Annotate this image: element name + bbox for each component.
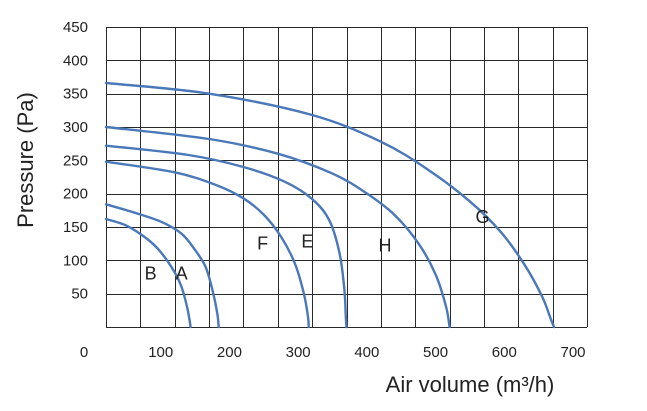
x-tick-label: 100: [148, 344, 173, 361]
curve-h: [104, 125, 451, 329]
chart-curves: [104, 81, 556, 329]
y-tick-label: 100: [63, 252, 88, 269]
y-tick-label: 50: [71, 286, 88, 303]
x-tick-label: 0: [80, 344, 88, 361]
y-tick-label: 150: [63, 219, 88, 236]
x-axis-title: Air volume (m³/h): [386, 372, 555, 397]
curve-e: [104, 144, 348, 329]
x-axis-ticks: 0 100 200 300 400 500 600 700: [80, 344, 586, 361]
curve-b: [104, 217, 192, 329]
curve-a: [104, 203, 220, 329]
y-tick-label: 400: [63, 52, 88, 69]
curve-label-h: H: [378, 236, 391, 256]
chart-grid: [106, 27, 588, 328]
x-tick-label: 400: [354, 344, 379, 361]
y-tick-label: 200: [63, 186, 88, 203]
y-tick-label: 450: [63, 19, 88, 36]
curve-label-a: A: [176, 264, 188, 284]
curve-label-g: G: [476, 207, 490, 227]
x-tick-label: 500: [423, 344, 448, 361]
x-tick-label: 200: [217, 344, 242, 361]
x-tick-label: 300: [286, 344, 311, 361]
x-tick-label: 700: [560, 344, 585, 361]
curve-label-e: E: [301, 232, 313, 252]
curve-f: [104, 160, 310, 329]
curve-g: [104, 81, 556, 329]
x-tick-label: 600: [492, 344, 517, 361]
y-tick-label: 350: [63, 86, 88, 103]
y-axis-title: Pressure (Pa): [13, 92, 38, 228]
y-tick-label: 300: [63, 119, 88, 136]
curve-label-f: F: [257, 234, 268, 254]
y-tick-label: 250: [63, 152, 88, 169]
y-axis-ticks: 50 100 150 200 250 300 350 400 450: [63, 19, 88, 303]
chart-curve-labels: B A F E H G: [145, 207, 490, 284]
curve-label-b: B: [145, 264, 157, 284]
